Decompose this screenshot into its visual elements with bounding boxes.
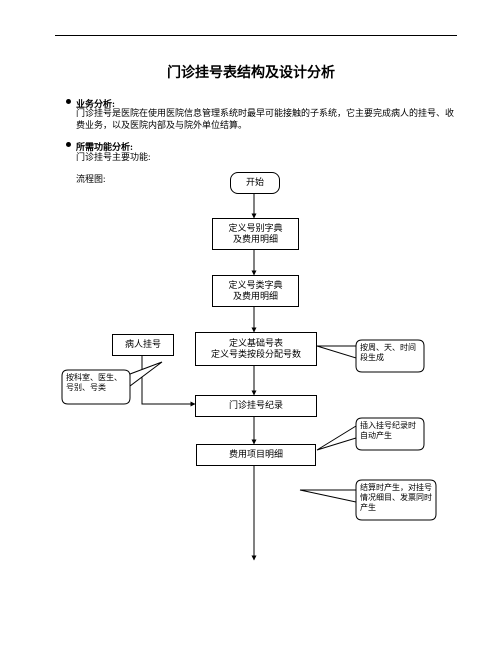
section-body-func: 门诊挂号主要功能: bbox=[76, 150, 151, 163]
page-rule bbox=[55, 35, 457, 36]
flow-node-record: 门诊挂号纪录 bbox=[195, 395, 317, 417]
callout-c1: 按科室、医生、号别、号类 bbox=[66, 373, 126, 393]
flow-node-fee: 费用项目明细 bbox=[196, 444, 316, 466]
bullet-icon bbox=[66, 142, 71, 147]
callout-c4: 结算时产生，对挂号情况细目、发票同时产生 bbox=[360, 483, 432, 513]
callout-c2: 按周、天、时间段生成 bbox=[360, 343, 420, 363]
flow-node-dict2: 定义号类字典及费用明细 bbox=[212, 275, 299, 307]
flow-node-dict1: 定义号别字典及费用明细 bbox=[212, 218, 299, 250]
callout-c3: 插入挂号纪录时自动产生 bbox=[360, 421, 420, 441]
flow-node-start: 开始 bbox=[230, 172, 280, 194]
section-body-biz: 门诊挂号是医院在使用医院信息管理系统时最早可能接触的子系统，它主要完成病人的挂号… bbox=[76, 107, 456, 131]
flow-node-base: 定义基础号表定义号类按段分配号数 bbox=[195, 332, 317, 366]
flow-node-patient: 病人挂号 bbox=[112, 334, 174, 356]
flowchart-label: 流程图: bbox=[76, 172, 106, 185]
page-title: 门诊挂号表结构及设计分析 bbox=[0, 62, 502, 82]
page: 门诊挂号表结构及设计分析 业务分析: 门诊挂号是医院在使用医院信息管理系统时最早… bbox=[0, 0, 502, 649]
bullet-icon bbox=[66, 99, 71, 104]
